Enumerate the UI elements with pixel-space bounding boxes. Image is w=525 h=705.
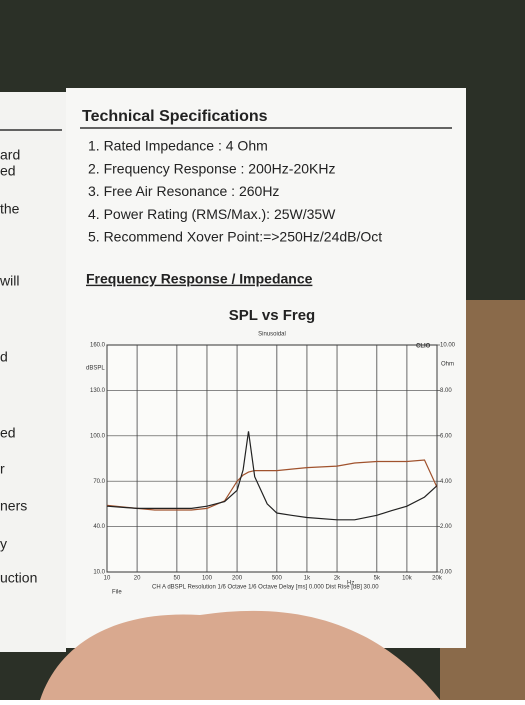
page-fragment: y xyxy=(0,536,7,552)
y2-tick-label: 8.00 xyxy=(440,388,452,394)
x-tick-label: 20k xyxy=(432,576,443,582)
page-fragment: ners xyxy=(0,498,27,514)
footer-left: File xyxy=(112,590,122,596)
y-tick-label: 70.0 xyxy=(93,479,105,485)
page-fragment: ed xyxy=(0,425,16,441)
brand: CLIO xyxy=(416,344,431,350)
x-tick-label: 200 xyxy=(232,576,243,582)
page-fragment: ed xyxy=(0,163,16,179)
page-fragment: uction xyxy=(0,570,37,586)
page-fragment: ard xyxy=(0,147,20,163)
x-axis-label: Hz xyxy=(347,581,354,587)
spec-item: 1. Rated Impedance : 4 Ohm xyxy=(88,138,268,154)
spec-item: 3. Free Air Resonance : 260Hz xyxy=(88,183,279,199)
x-tick-label: 500 xyxy=(272,576,283,582)
x-tick-label: 5k xyxy=(374,576,381,582)
y2-tick-label: 4.00 xyxy=(440,479,452,485)
chart-subtitle: Sinusoidal xyxy=(258,332,286,338)
chart-title: SPL vs Freg xyxy=(229,307,315,324)
spec-item: 2. Frequency Response : 200Hz-20KHz xyxy=(88,160,335,176)
page-fragment: d xyxy=(0,349,8,365)
y-tick-label: 100.0 xyxy=(90,433,106,439)
chart-footer: CH A dBSPL Resolution 1/6 Octave 1/6 Oct… xyxy=(152,585,379,591)
series-line xyxy=(106,431,438,521)
hand xyxy=(40,610,440,700)
page-fragment: r xyxy=(0,461,5,477)
y2-tick-label: 6.00 xyxy=(440,433,452,439)
section-title: Frequency Response / Impedance xyxy=(86,271,313,287)
x-tick-label: 50 xyxy=(174,576,181,582)
y2-tick-label: 10.00 xyxy=(440,343,456,349)
x-tick-label: 10k xyxy=(402,576,413,582)
series-line xyxy=(106,459,438,511)
y-tick-label: 130.0 xyxy=(90,388,106,394)
page-fragment: the xyxy=(0,201,20,217)
y-tick-label: 10.0 xyxy=(93,570,105,576)
y2-tick-label: 2.00 xyxy=(440,524,452,530)
x-tick-label: 10 xyxy=(104,576,111,582)
left-page xyxy=(0,92,66,652)
x-tick-label: 20 xyxy=(134,576,141,582)
x-tick-label: 1k xyxy=(304,576,311,582)
y2-axis-label: Ohm xyxy=(441,362,454,368)
y-axis-label: dBSPL xyxy=(86,366,105,372)
y-tick-label: 160.0 xyxy=(90,343,106,349)
y-tick-label: 40.0 xyxy=(93,524,105,530)
x-tick-label: 2k xyxy=(334,576,341,582)
heading: Technical Specifications xyxy=(82,108,268,125)
x-tick-label: 100 xyxy=(202,576,213,582)
page-fragment: will xyxy=(0,273,19,289)
y2-tick-label: 0.00 xyxy=(440,570,452,576)
plot-area xyxy=(106,344,438,573)
spec-item: 4. Power Rating (RMS/Max.): 25W/35W xyxy=(88,206,336,222)
spec-item: 5. Recommend Xover Point:=>250Hz/24dB/Oc… xyxy=(88,229,382,245)
